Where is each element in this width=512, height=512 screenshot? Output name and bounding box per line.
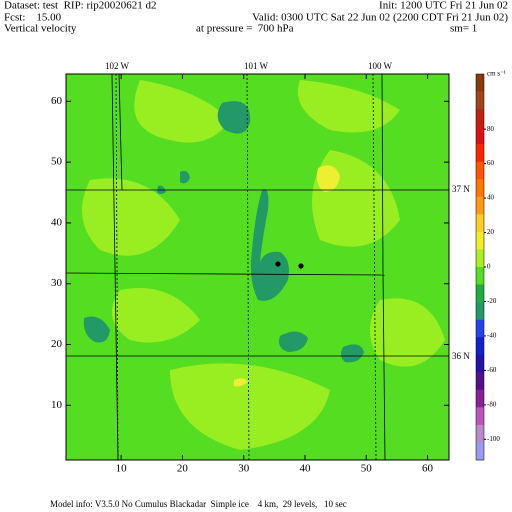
colorbar-segment [476, 214, 484, 233]
map-line [111, 73, 119, 461]
y-tick-label: 30 [51, 277, 63, 289]
level: at pressure = 700 hPa [196, 23, 294, 35]
plot-area: 10 20 30 40 50 60 10 20 30 40 50 60 102 W 101 W 100 W 3… [51, 61, 506, 474]
colorbar-segment [476, 337, 484, 356]
contour-region [298, 80, 400, 133]
colorbar-segment [476, 249, 484, 268]
x-tick-label: 50 [361, 463, 373, 475]
y-tick-label: 10 [51, 399, 63, 411]
x-tick-label: 30 [238, 463, 250, 475]
contour-region [217, 101, 251, 134]
init-time: Init: 1200 UTC Fri 21 Jun 02 [379, 0, 508, 12]
colorbar-tick-label: -80 [487, 400, 497, 408]
colorbar-segment [476, 442, 484, 461]
map-line [246, 73, 250, 461]
colorbar-tick-label: 60 [487, 159, 495, 167]
x-tick-label: 60 [422, 463, 434, 475]
contour-region [170, 363, 330, 450]
colorbar-segment [476, 389, 484, 408]
colorbar-segment [476, 91, 484, 110]
colorbar-segment [476, 267, 484, 285]
colorbar-segment [476, 302, 484, 320]
map-line [372, 73, 377, 461]
colorbar-segment [476, 372, 484, 391]
y-tick-label: 20 [51, 338, 63, 350]
latitude-label: 36 N [452, 351, 470, 361]
smoothing: sm= 1 [450, 23, 477, 35]
contour-region [234, 378, 248, 387]
colorbar-segment [476, 74, 484, 92]
contour-region [83, 316, 110, 343]
field-name: Vertical velocity [4, 23, 77, 35]
colorbar-segment [476, 179, 484, 198]
colorbar-segment [476, 144, 484, 163]
station-dot [275, 261, 281, 267]
colorbar-tick-label: -20 [487, 297, 497, 305]
colorbar-segment [476, 284, 484, 303]
station-dot [298, 263, 304, 269]
colorbar-segment [476, 126, 484, 145]
forecast: Fcst: 15.00 [4, 12, 62, 24]
colorbar-tick-label: -40 [487, 332, 497, 340]
contour-region [180, 170, 190, 184]
colorbar-segment [476, 196, 484, 215]
contour-region [316, 165, 340, 192]
contour-region [279, 331, 308, 352]
colorbar-unit: cm s⁻¹ [487, 70, 506, 78]
longitude-label: 100 W [368, 61, 393, 71]
contour-region [250, 189, 289, 301]
x-tick-label: 40 [299, 463, 311, 475]
colorbar-tick-label: -60 [487, 366, 497, 374]
contour-region [82, 178, 180, 256]
y-tick-label: 60 [51, 95, 63, 107]
colorbar-segment [476, 319, 484, 338]
colorbar-segment [476, 161, 484, 180]
dataset: Dataset: test RIP: rip20020621 d2 [4, 0, 156, 12]
map-line [381, 73, 384, 274]
longitude-label: 102 W [105, 61, 130, 71]
x-tick-label: 20 [177, 463, 189, 475]
latitude-label: 37 N [452, 184, 470, 194]
colorbar-tick-label: 40 [487, 194, 495, 202]
colorbar-tick-label: 0 [487, 263, 491, 271]
map-line [115, 73, 119, 461]
contour-region [112, 288, 200, 343]
colorbar-segment [476, 231, 484, 250]
colorbar-tick-label: 20 [487, 228, 495, 236]
contour-region [340, 344, 364, 363]
colorbar-segment [476, 407, 484, 426]
valid-time: Valid: 0300 UTC Sat 22 Jun 02 (2200 CDT … [252, 12, 508, 24]
map-line [65, 272, 386, 276]
colorbar-segment [476, 354, 484, 373]
map-line [118, 73, 123, 191]
y-tick-label: 40 [51, 216, 63, 228]
colorbar-tick-label: 80 [487, 125, 495, 133]
y-tick-label: 50 [51, 156, 63, 168]
plot-frame [65, 73, 450, 461]
map-line [382, 272, 386, 461]
colorbar-segment [476, 109, 484, 127]
x-tick-label: 10 [116, 463, 128, 475]
colorbar-segment [476, 424, 484, 443]
contour-region [370, 298, 445, 367]
footer: Model info: V3.5.0 No Cumulus Blackadar … [50, 499, 347, 509]
longitude-label: 101 W [244, 61, 269, 71]
contour-region [134, 80, 230, 143]
colorbar-tick-label: -100 [487, 435, 500, 443]
